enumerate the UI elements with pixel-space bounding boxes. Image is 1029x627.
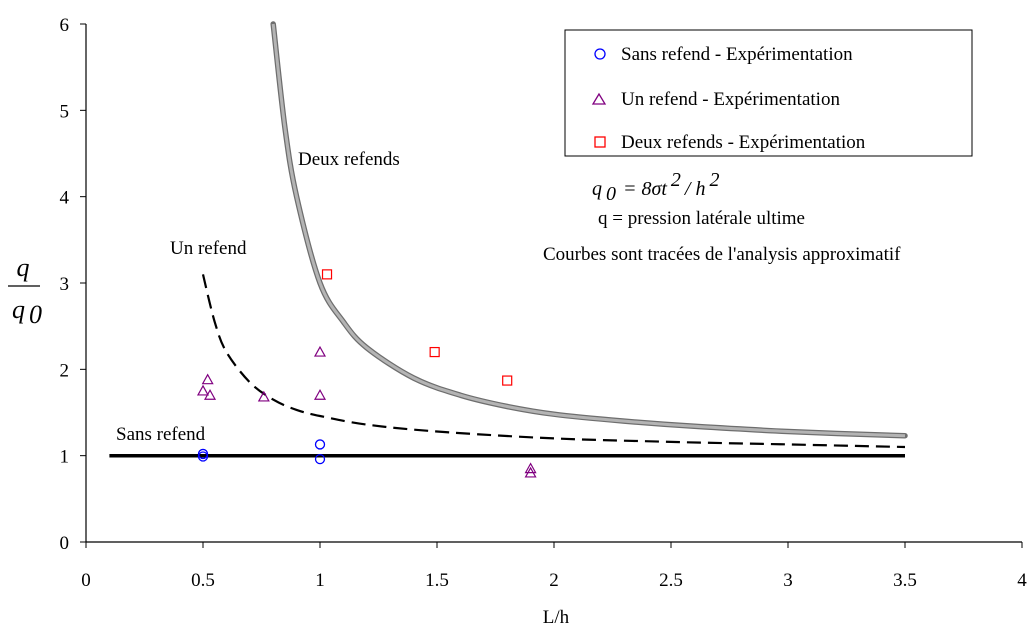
y-tick-label: 1	[60, 447, 70, 468]
curve-un	[201, 274, 906, 449]
formula-annotation: q 0 = 8σt 2 / h 2	[592, 169, 719, 205]
formula-rhs: = 8σt	[623, 178, 667, 200]
point-un-refend	[524, 462, 537, 474]
legend-marker-circle	[594, 48, 606, 60]
point-sans-refend	[314, 439, 326, 450]
curve-label-deux-refends: Deux refends	[298, 149, 400, 170]
point-sans-refend	[197, 451, 209, 462]
x-tick-label: 3.5	[893, 570, 917, 591]
legend-label-sans-refend: Sans refend - Expérimentation	[621, 44, 853, 65]
formula-slash: / h	[684, 178, 706, 200]
curve-label-sans-refend: Sans refend	[116, 424, 206, 445]
formula-rhs-sup: 2	[671, 169, 681, 191]
data-points	[196, 269, 537, 478]
y-tick-label: 6	[60, 15, 70, 36]
formula-lhs-sub: 0	[606, 183, 616, 205]
curve-label-un-refend: Un refend	[170, 238, 247, 259]
legend: Sans refend - Expérimentation Un refend …	[564, 29, 973, 157]
y-tick-label: 3	[60, 274, 70, 295]
x-tick-label: 2.5	[659, 570, 683, 591]
point-un-refend	[196, 384, 210, 396]
point-deux-refends	[429, 346, 440, 358]
x-axis-title: L/h	[543, 607, 570, 627]
curves	[109, 21, 908, 458]
point-un-refend	[201, 373, 214, 385]
point-un-refend	[257, 390, 270, 402]
x-tick-label: 2	[549, 570, 559, 591]
legend-box	[564, 29, 973, 157]
y-tick-label: 4	[60, 188, 70, 209]
y-tick-label: 2	[60, 360, 70, 381]
y-tick-label: 5	[60, 101, 70, 122]
y-axis-title: q q 0	[8, 253, 42, 329]
curves-note: Courbes sont tracées de l'analysis appro…	[543, 244, 901, 265]
pressure-note: q = pression latérale ultime	[598, 208, 805, 229]
legend-marker-square	[594, 136, 606, 148]
y-axis-title-denominator: q 0	[12, 295, 42, 329]
x-tick-label: 4	[1017, 570, 1027, 591]
y-axis-title-numerator: q	[17, 253, 30, 282]
y-axis-title-den-sub: 0	[29, 300, 42, 329]
x-tick-label: 0.5	[191, 570, 215, 591]
point-un-refend	[313, 345, 327, 357]
point-sans-refend	[197, 448, 209, 460]
point-deux-refends	[321, 269, 333, 280]
legend-label-un-refend: Un refend - Expérimentation	[621, 89, 840, 110]
y-tick-label: 0	[60, 533, 70, 554]
formula-lhs: q	[592, 178, 602, 200]
axis-ticks: 0 0.5 1 1.5 2 2.5 3 3.5 4 0 1 2 3 4 5 6	[60, 15, 1028, 591]
y-axis-title-den-q: q	[12, 295, 25, 324]
legend-marker-triangle	[591, 92, 607, 105]
formula-tail-sup: 2	[709, 169, 719, 191]
x-tick-label: 0	[81, 570, 91, 591]
curve-deux	[271, 23, 906, 438]
point-un-refend	[204, 388, 217, 400]
point-un-refend	[524, 466, 537, 478]
x-tick-label: 3	[783, 570, 793, 591]
point-deux-refends	[502, 375, 513, 386]
x-tick-label: 1.5	[425, 570, 449, 591]
point-un-refend	[313, 388, 327, 400]
x-tick-label: 1	[315, 570, 325, 591]
legend-label-deux-refends: Deux refends - Expérimentation	[621, 132, 866, 153]
point-sans-refend	[314, 453, 326, 465]
